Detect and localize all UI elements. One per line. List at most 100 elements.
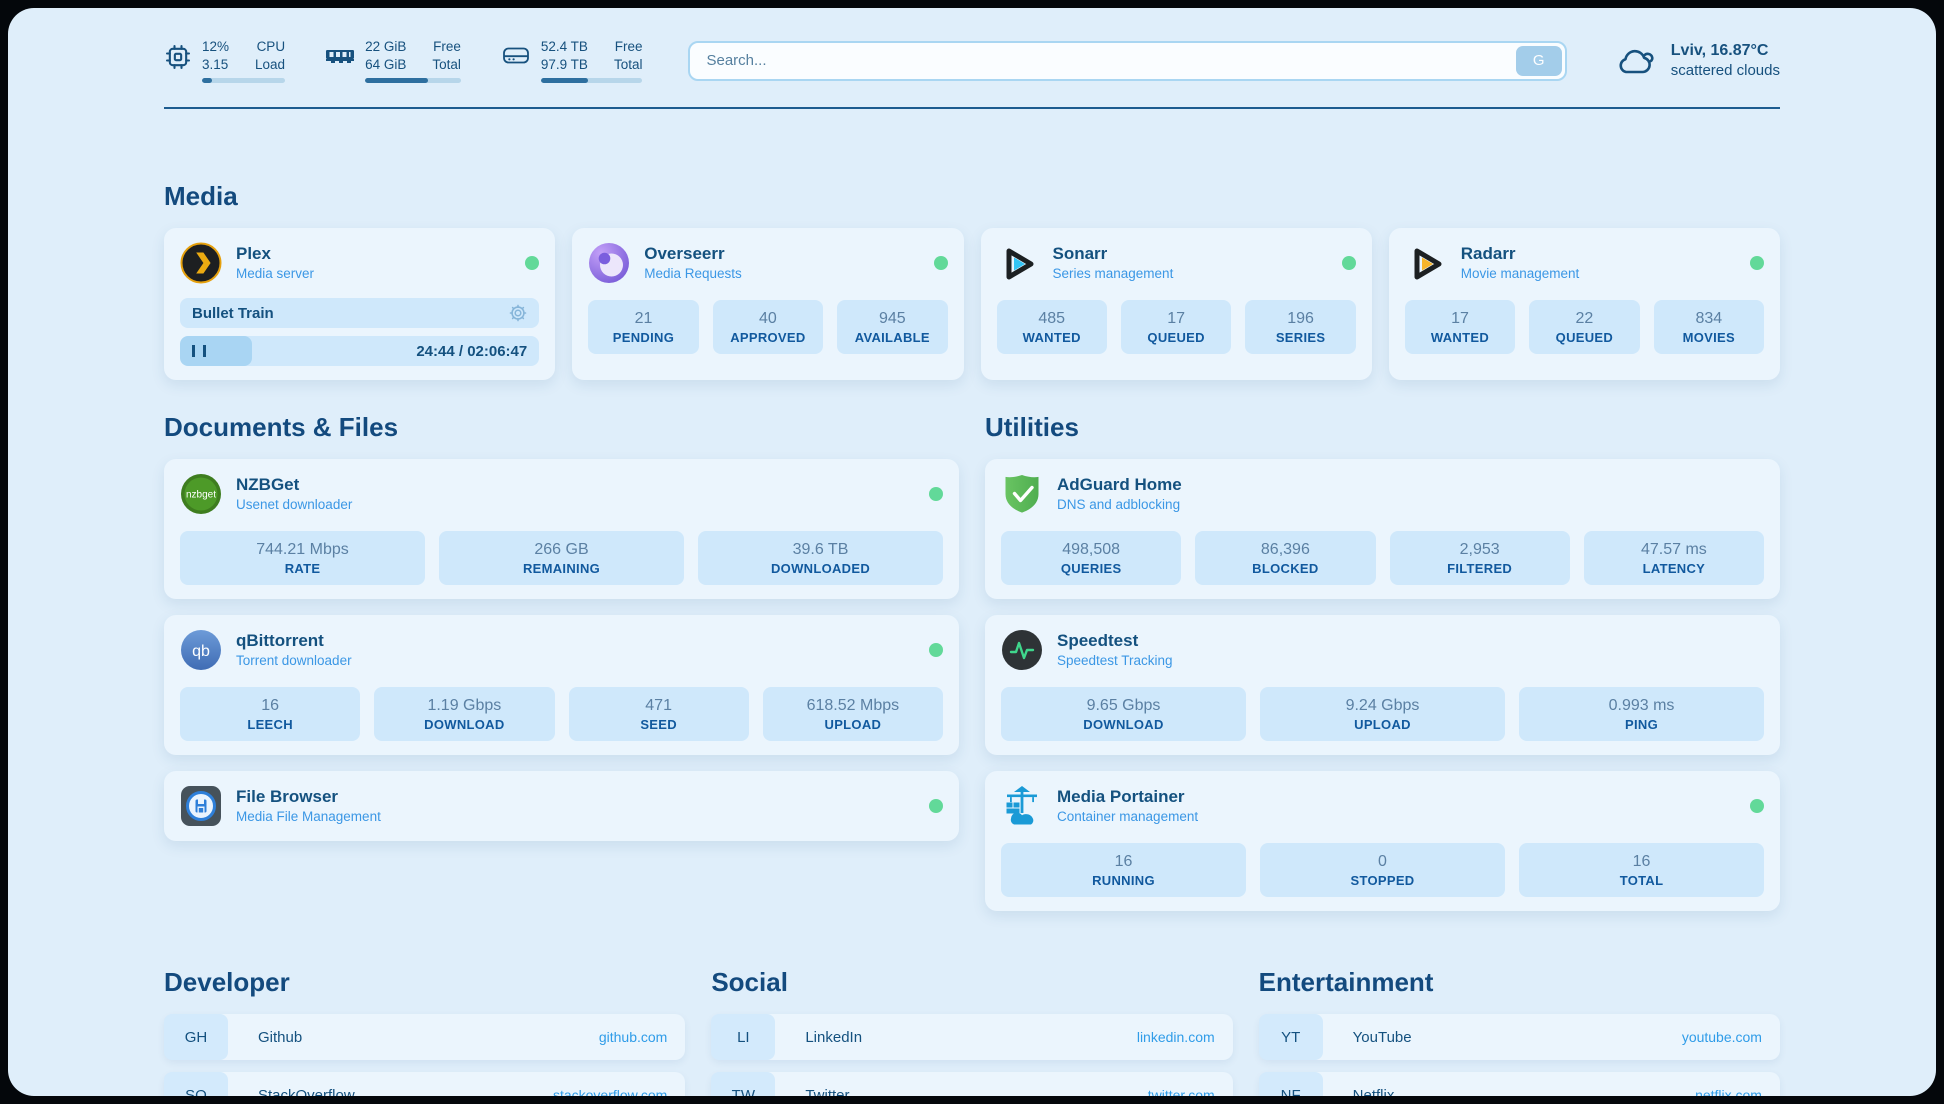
app-subtitle: Media server [236,266,315,282]
stat-value: 266 GB [534,540,589,558]
stat-value: 40 [758,309,777,327]
stat-label: APPROVED [730,330,806,346]
bookmark-linkedin[interactable]: LI LinkedIn linkedin.com [711,1014,1233,1061]
stat-tile: 22 QUEUED [1529,300,1640,355]
bookmark-url: linkedin.com [1136,1029,1215,1046]
app-link-filebrowser[interactable]: File Browser Media File Management [180,785,943,827]
stat-label: SERIES [1275,330,1326,346]
app-link-adguard[interactable]: AdGuard Home DNS and adblocking [1001,473,1764,515]
ram-free-value: 22 GiB [365,39,407,54]
plex-icon [180,242,222,284]
bookmark-stackoverflow[interactable]: SO StackOverflow stackoverflow.com [164,1072,686,1096]
cpu-usage-value: 12% [202,39,230,54]
stat-tile: 618.52 Mbps UPLOAD [762,687,943,742]
stat-tile: 39.6 TB DOWNLOADED [698,531,943,586]
weather-widget: Lviv, 16.87°C scattered clouds [1613,40,1780,82]
stat-value: 1.19 Gbps [427,696,502,714]
stat-value: 196 [1287,309,1314,327]
bookmark-twitter[interactable]: TW Twitter twitter.com [711,1072,1233,1096]
stat-value: 0.993 ms [1608,696,1675,714]
speedtest-icon [1001,629,1043,671]
ram-free-label: Free [433,39,461,54]
stat-tile: 0 STOPPED [1260,843,1505,898]
stat-tile: 485 WANTED [996,300,1107,355]
status-dot [933,256,948,271]
app-name: AdGuard Home [1057,475,1182,495]
search-input[interactable] [688,40,1567,81]
app-card-overseerr: Overseerr Media Requests 21 PENDING 40 APP… [572,228,964,381]
stat-label: QUEUED [1147,330,1205,346]
stat-label: SEED [640,717,677,733]
app-name: Plex [236,244,271,264]
bookmark-youtube[interactable]: YT YouTube youtube.com [1258,1014,1780,1061]
app-subtitle: Speedtest Tracking [1057,653,1173,669]
bookmark-name: Netflix [1352,1086,1395,1096]
playback-time: 24:44 / 02:06:47 [416,342,528,360]
stat-value: 485 [1038,309,1066,327]
stat-label: STOPPED [1350,873,1415,889]
section-social: Social LI LinkedIn linkedin.com TW Twitt… [711,967,1233,1096]
bookmark-name: YouTube [1352,1028,1412,1046]
cpu-load-label: Load [255,56,286,72]
bookmark-abbr: LI [711,1014,776,1061]
stat-value: 17 [1451,309,1469,327]
top-bar: 12% 3.15 CPU Load [164,38,1780,84]
search-bar: G [688,40,1567,81]
stat-value: 21 [634,309,653,327]
status-dot [525,256,540,271]
playback-progress-bar: 24:44 / 02:06:47 [180,336,540,367]
stat-tile: 16 LEECH [180,687,361,742]
storage-free-label: Free [614,39,643,54]
stat-value: 2,953 [1459,540,1500,558]
bookmark-name: Github [258,1028,303,1046]
app-link-radarr[interactable]: Radarr Movie management [1405,242,1764,284]
adguard-icon [1001,473,1043,515]
cpu-load-value: 3.15 [202,56,229,72]
app-name: qBittorrent [236,631,324,651]
stat-label: UPLOAD [824,717,882,733]
section-utilities: Utilities AdGuard Home DNS and adblockin… [985,412,1780,912]
app-link-portainer[interactable]: Media Portainer Container management [1001,785,1764,827]
stat-value: 9.24 Gbps [1345,696,1420,714]
app-link-nzbget[interactable]: nzbget NZBGet Usenet downloader [180,473,943,515]
player-settings-gear-icon[interactable] [509,304,527,322]
system-widgets: 12% 3.15 CPU Load [164,38,643,84]
weather-condition: scattered clouds [1670,62,1780,80]
bookmark-url: stackoverflow.com [552,1087,668,1096]
section-title-developer: Developer [164,967,290,998]
overseerr-icon [588,242,630,284]
stat-tile: 17 WANTED [1404,300,1516,355]
bookmark-netflix[interactable]: NF Netflix netflix.com [1258,1072,1780,1096]
bookmark-name: LinkedIn [805,1028,863,1046]
app-card-radarr: Radarr Movie management 17 WANTED 22 QUEUE… [1388,228,1780,381]
bookmark-github[interactable]: GH Github github.com [164,1014,686,1061]
app-link-plex[interactable]: Plex Media server [180,242,540,284]
search-engine-button[interactable]: G [1515,45,1562,76]
stat-value: 945 [878,309,906,327]
stat-tile: 16 RUNNING [1001,843,1246,898]
section-title-social: Social [711,967,788,998]
status-dot [1341,256,1356,271]
app-name: File Browser [236,787,339,807]
stat-value: 498,508 [1062,540,1121,558]
stat-label: FILTERED [1447,561,1513,577]
cpu-progress-fill [202,78,212,84]
stat-value: 17 [1167,309,1186,327]
storage-total-label: Total [613,56,643,72]
bookmark-abbr: TW [711,1072,776,1096]
app-link-qbittorrent[interactable]: qb qBittorrent Torrent downloader [180,629,943,671]
stat-value: 16 [1632,852,1651,870]
app-link-overseerr[interactable]: Overseerr Media Requests [588,242,948,284]
status-dot [1750,799,1764,814]
ram-total-value: 64 GiB [365,56,407,72]
ram-progress-track [365,78,461,84]
stat-label: PING [1625,717,1658,733]
app-link-sonarr[interactable]: Sonarr Series management [997,242,1356,284]
app-card-sonarr: Sonarr Series management 485 WANTED 17 QUE… [980,228,1372,381]
stat-tile: 86,396 BLOCKED [1195,531,1376,586]
playback-progress-fill [180,336,252,367]
app-link-speedtest[interactable]: Speedtest Speedtest Tracking [1001,629,1764,671]
radarr-icon [1405,242,1447,284]
stat-label: RUNNING [1092,873,1155,889]
app-card-plex: Plex Media server Bullet Train [164,228,556,381]
